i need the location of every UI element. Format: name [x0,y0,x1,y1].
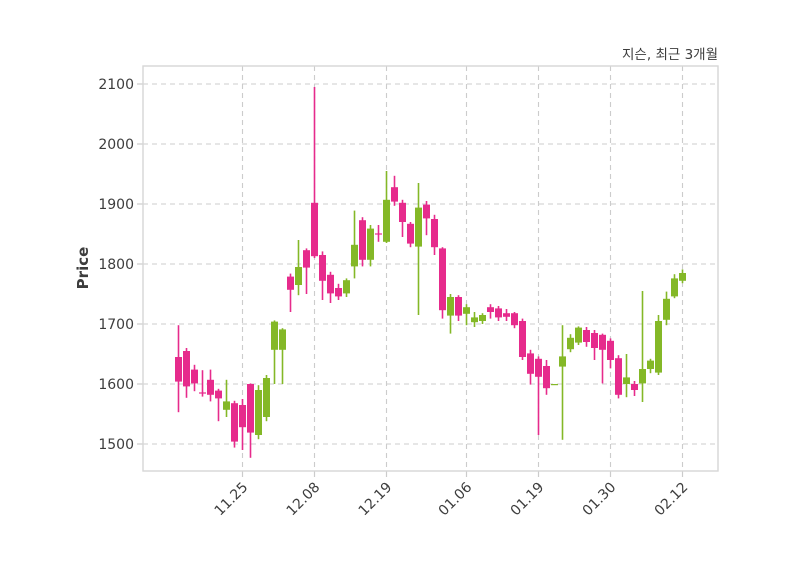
candle-up [415,207,422,247]
candle-down [287,276,294,290]
candle-down [591,333,598,348]
candle-down [455,297,462,316]
candle-up [351,244,358,267]
candle-down [399,202,406,222]
candle-up [559,356,566,367]
candle-down [359,220,366,260]
x-tick-label: 11.25 [212,480,252,520]
candle-down [439,248,446,311]
candle-down [191,369,198,384]
candle-up [447,297,454,316]
candle-down [527,353,534,374]
y-tick-label: 1700 [98,317,134,333]
candle-up [295,267,302,285]
candle-up [663,298,670,320]
x-tick-label: 12.19 [356,480,396,520]
candle-down [311,202,318,257]
candle-up [383,199,390,242]
candle-down [423,204,430,219]
y-tick-label: 2100 [98,77,134,93]
candle-up [343,280,350,294]
candle-up [463,307,470,314]
candle-down [175,357,182,382]
y-axis-label: Price [74,247,92,290]
candle-down [495,308,502,318]
candle-up [567,337,574,350]
candle-down [503,313,510,317]
y-tick-label: 1900 [98,197,134,213]
candle-down [407,223,414,244]
y-tick-label: 1600 [98,377,134,393]
candle-down [247,384,254,433]
x-tick-label: 01.19 [508,480,548,520]
candle-up [679,273,686,281]
y-tick-label: 2000 [98,137,134,153]
candle-down [631,384,638,390]
candle-up [551,384,558,386]
candle-up [575,327,582,343]
candle-down [199,392,206,394]
x-tick-label: 01.06 [436,479,476,519]
candle-down [615,358,622,395]
candle-down [431,219,438,248]
y-tick-label: 1500 [98,437,134,453]
candle-down [207,379,214,395]
candle-up [279,329,286,350]
chart-title: 지슨, 최근 3개월 [622,47,718,63]
candle-up [367,228,374,260]
candle-up [479,315,486,321]
candle-down [319,255,326,281]
candle-down [391,187,398,202]
candle-down [583,330,590,342]
candle-down [375,233,382,235]
candle-down [511,313,518,326]
candle-up [263,378,270,417]
x-tick-label: 12.08 [284,480,324,520]
candle-up [647,360,654,369]
candle-up [223,401,230,410]
candle-up [271,321,278,350]
candle-up [671,278,678,297]
candle-down [215,390,222,399]
x-tick-label: 02.12 [652,480,692,520]
candle-down [231,403,238,442]
x-tick-label: 01.30 [580,480,620,520]
candle-down [519,321,526,357]
candle-down [239,405,246,428]
candle-up [471,317,478,323]
candle-down [487,307,494,312]
candle-up [655,321,662,373]
candle-down [599,334,606,350]
candle-down [335,288,342,297]
candle-up [623,377,630,384]
candle-down [183,351,190,387]
candle-down [327,274,334,294]
y-tick-label: 1800 [98,257,134,273]
plot-border [142,65,719,472]
candle-up [255,390,262,435]
candle-down [543,366,550,389]
candle-down [607,340,614,360]
candle-down [303,250,310,268]
candle-up [639,369,646,384]
candle-down [535,358,542,377]
